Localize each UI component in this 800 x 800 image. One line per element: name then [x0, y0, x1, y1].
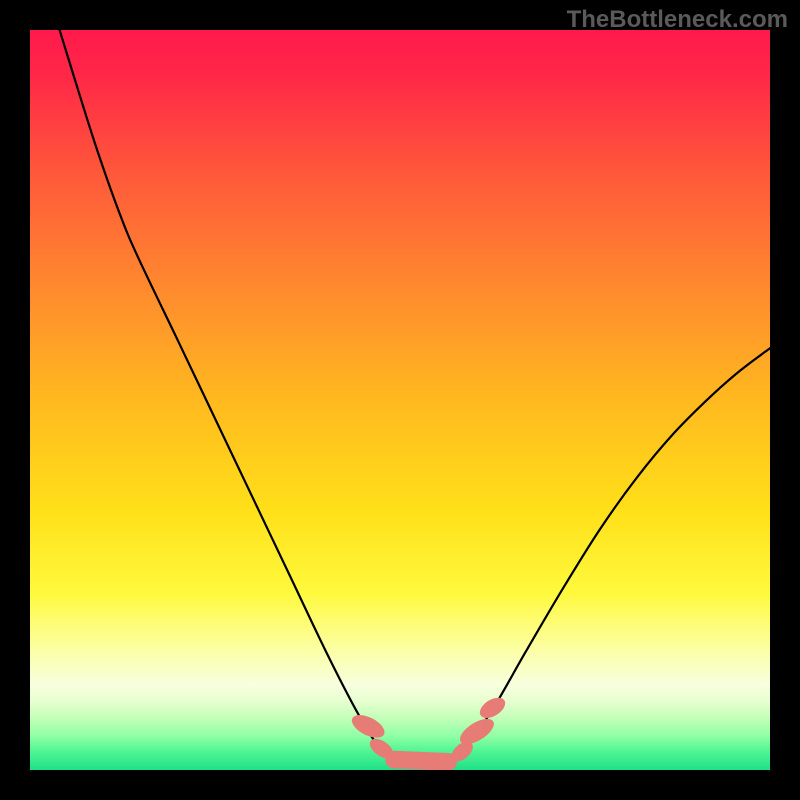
gradient-background — [30, 30, 770, 770]
bead-marker — [394, 760, 448, 762]
watermark-text: TheBottleneck.com — [567, 6, 788, 34]
bottleneck-chart — [30, 30, 770, 770]
chart-container: TheBottleneck.com — [0, 0, 800, 800]
plot-area — [30, 30, 770, 770]
